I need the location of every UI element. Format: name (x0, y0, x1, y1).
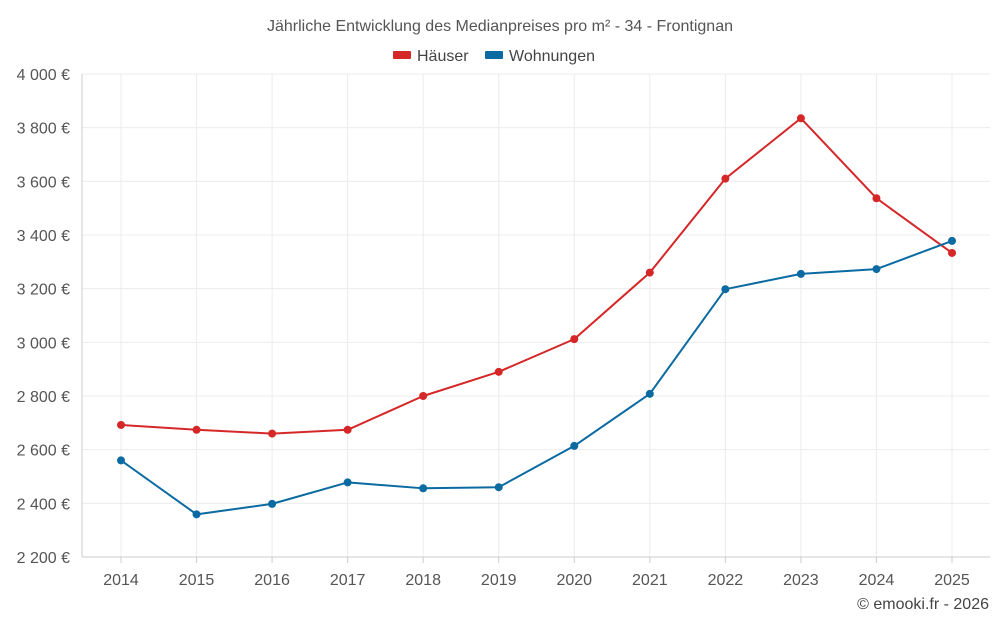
legend-item-wohnungen[interactable]: Wohnungen (485, 48, 595, 65)
series-line-haeuser (120, 117, 953, 435)
x-tick-label: 2014 (103, 572, 139, 589)
data-point-wohnungen[interactable] (948, 236, 956, 245)
data-point-haeuser[interactable] (872, 194, 881, 203)
y-tick-label: 3 800 € (17, 121, 70, 138)
data-point-wohnungen[interactable] (721, 285, 730, 294)
series-haeuser (117, 114, 956, 438)
data-point-wohnungen[interactable] (494, 483, 503, 492)
data-point-wohnungen[interactable] (343, 478, 352, 487)
y-tick-label: 3 200 € (17, 282, 70, 299)
x-tick-label: 2017 (330, 572, 366, 589)
data-point-haeuser[interactable] (419, 392, 428, 400)
y-tick-label: 3 400 € (17, 228, 70, 245)
x-tick-label: 2015 (179, 572, 215, 589)
legend-swatch-haeuser (393, 51, 411, 59)
x-tick-label: 2016 (254, 572, 290, 589)
grid (82, 73, 990, 557)
axes: 2 200 € 2 400 € 2 600 € 2 800 € 3 000 € 3 200… (17, 67, 990, 589)
data-point-haeuser[interactable] (343, 425, 352, 434)
chart-title: Jährliche Entwicklung des Medianpreises … (267, 18, 733, 35)
data-point-wohnungen[interactable] (872, 265, 881, 274)
y-tick-label: 2 600 € (17, 443, 70, 460)
data-point-wohnungen[interactable] (419, 484, 428, 493)
y-tick-label: 2 400 € (17, 496, 70, 513)
x-tick-label: 2024 (859, 572, 895, 589)
legend-swatch-wohnungen (485, 51, 503, 59)
data-point-haeuser[interactable] (645, 268, 654, 277)
data-point-haeuser[interactable] (948, 248, 956, 257)
data-point-haeuser[interactable] (494, 367, 503, 376)
data-point-haeuser[interactable] (570, 335, 579, 344)
x-tick-label: 2020 (556, 572, 592, 589)
series-line-wohnungen (120, 239, 953, 516)
x-tick-label: 2025 (934, 572, 970, 589)
legend-label-haeuser: Häuser (417, 48, 469, 65)
data-point-wohnungen[interactable] (796, 269, 805, 278)
x-tick-label: 2018 (405, 572, 441, 589)
y-tick-label: 2 200 € (17, 550, 70, 567)
data-point-wohnungen[interactable] (117, 456, 125, 465)
y-tick-label: 3 000 € (17, 335, 70, 352)
data-point-wohnungen[interactable] (192, 510, 201, 519)
credit: © emooki.fr - 2026 (857, 596, 989, 613)
x-tick-label: 2019 (481, 572, 517, 589)
data-point-wohnungen[interactable] (268, 499, 277, 508)
data-point-haeuser[interactable] (192, 425, 201, 434)
data-point-haeuser[interactable] (721, 174, 730, 183)
y-tick-label: 2 800 € (17, 389, 70, 406)
series-layer (117, 114, 956, 519)
data-point-haeuser[interactable] (268, 429, 277, 438)
data-point-haeuser[interactable] (796, 114, 805, 123)
data-point-haeuser[interactable] (117, 420, 125, 429)
legend-item-haeuser[interactable]: Häuser (393, 48, 469, 65)
data-point-wohnungen[interactable] (570, 441, 579, 450)
legend-label-wohnungen: Wohnungen (509, 48, 595, 65)
legend: Häuser Wohnungen (393, 48, 595, 65)
y-tick-label: 3 600 € (17, 174, 70, 191)
data-point-wohnungen[interactable] (645, 389, 654, 398)
y-tick-label: 4 000 € (17, 67, 70, 84)
x-tick-label: 2023 (783, 572, 819, 589)
series-wohnungen (117, 236, 956, 519)
x-tick-label: 2022 (708, 572, 744, 589)
x-tick-label: 2021 (632, 572, 668, 589)
